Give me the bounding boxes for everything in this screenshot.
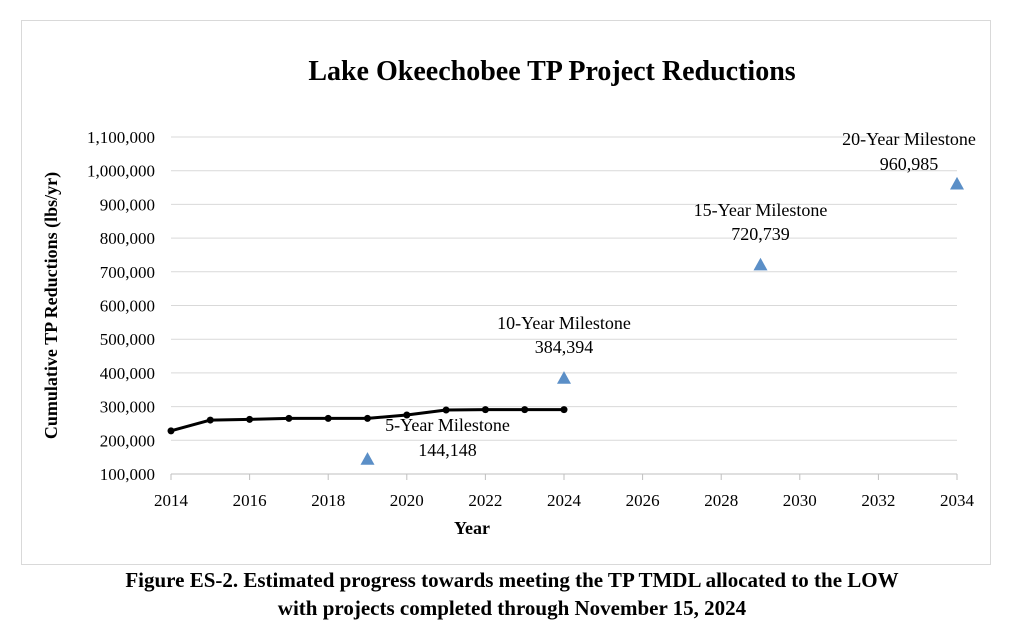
x-tick-label: 2028: [704, 491, 738, 510]
reductions-point: [481, 406, 489, 414]
x-tick-label: 2022: [468, 491, 502, 510]
milestone-label: 5-Year Milestone: [385, 415, 510, 435]
x-tick-label: 2026: [626, 491, 660, 510]
y-tick-label: 100,000: [100, 465, 155, 484]
milestone-label: 15-Year Milestone: [694, 200, 828, 220]
y-tick-label: 700,000: [100, 263, 155, 282]
chart-title: Lake Okeechobee TP Project Reductions: [308, 56, 795, 87]
reductions-point: [403, 411, 411, 419]
y-tick-label: 600,000: [100, 297, 155, 316]
y-tick-label: 200,000: [100, 431, 155, 450]
x-tick-label: 2032: [861, 491, 895, 510]
milestone-marker: [360, 452, 375, 465]
y-tick-label: 900,000: [100, 195, 155, 214]
milestone-value: 720,739: [731, 224, 790, 244]
x-axis-label: Year: [454, 518, 490, 538]
milestone-label: 10-Year Milestone: [497, 313, 631, 333]
x-tick-label: 2034: [940, 491, 975, 510]
chart-frame: Lake Okeechobee TP Project Reductions 100…: [21, 20, 991, 565]
y-tick-label: 300,000: [100, 398, 155, 417]
milestone-value: 144,148: [418, 440, 477, 460]
y-tick-label: 1,000,000: [87, 162, 155, 181]
y-tick-label: 800,000: [100, 229, 155, 248]
reductions-point: [285, 414, 293, 422]
y-tick-label: 1,100,000: [87, 128, 155, 147]
milestone-marker: [557, 371, 571, 384]
milestone-value: 384,394: [535, 337, 594, 357]
x-tick-label: 2024: [547, 491, 582, 510]
reductions-point: [560, 406, 568, 414]
reductions-point: [324, 414, 332, 422]
y-axis-label: Cumulative TP Reductions (lbs/yr): [41, 172, 62, 439]
milestone-marker: [753, 257, 768, 271]
reductions-point: [206, 416, 214, 424]
reductions-point: [442, 406, 450, 414]
milestone-value: 960,985: [880, 154, 939, 174]
x-tick-label: 2020: [390, 491, 424, 510]
figure-caption-line-2: with projects completed through November…: [277, 596, 747, 620]
figure-caption-line-1: Figure ES-2. Estimated progress towards …: [125, 568, 899, 592]
chart-svg: Lake Okeechobee TP Project Reductions 100…: [41, 56, 976, 538]
reductions-point: [246, 415, 254, 423]
x-tick-label: 2016: [233, 491, 267, 510]
milestone-label: 20-Year Milestone: [842, 129, 976, 149]
x-tick-label: 2018: [311, 491, 345, 510]
x-tick-label: 2030: [783, 491, 817, 510]
milestone-marker: [950, 176, 964, 190]
reductions-point: [521, 406, 529, 414]
x-tick-label: 2014: [154, 491, 189, 510]
y-tick-label: 500,000: [100, 330, 155, 349]
y-tick-label: 400,000: [100, 364, 155, 383]
reductions-point: [364, 414, 371, 422]
reductions-point: [167, 427, 175, 435]
